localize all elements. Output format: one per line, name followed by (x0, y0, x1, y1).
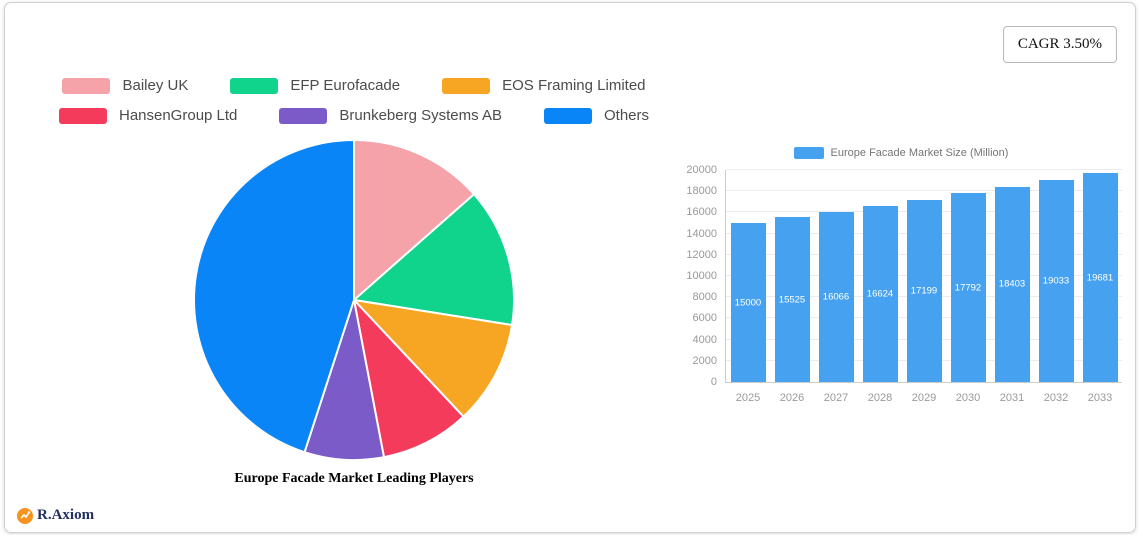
legend-swatch (279, 107, 328, 124)
x-tick-label: 2025 (735, 392, 761, 404)
legend-label: Others (603, 107, 649, 124)
legend-swatch (230, 77, 279, 94)
legend-swatch (58, 107, 107, 124)
bar-slot: 17199 2029 (902, 170, 946, 404)
report-card: CAGR 3.50% Bailey UK EFP Eurofacade EOS … (4, 2, 1136, 533)
y-tick-label: 4000 (692, 333, 717, 346)
legend-item-brunkeberg-systems-ab[interactable]: Brunkeberg Systems AB (279, 107, 502, 124)
bar-slot: 17792 2030 (946, 170, 990, 404)
legend-label: Bailey UK (122, 77, 189, 94)
bar-slot: 15000 2025 (726, 170, 770, 404)
legend-item-hansengroup-ltd[interactable]: HansenGroup Ltd (58, 107, 238, 124)
bar-value-label: 15525 (778, 294, 806, 306)
x-tick-label: 2032 (1043, 392, 1069, 404)
bar-2028[interactable]: 16624 (862, 205, 898, 382)
bar-value-label: 18403 (998, 278, 1026, 290)
legend-label: EFP Eurofacade (290, 77, 401, 94)
bar-value-label: 17792 (954, 282, 982, 294)
bar-legend-label: Europe Facade Market Size (Million) (830, 147, 1009, 159)
x-tick-label: 2026 (779, 392, 805, 404)
bar-value-label: 19681 (1086, 272, 1114, 284)
bar-2025[interactable]: 15000 (730, 223, 766, 382)
legend-label: Brunkeberg Systems AB (339, 107, 502, 124)
pie-slice-0[interactable] (353, 138, 476, 303)
legend-swatch (543, 107, 592, 124)
bar-slot: 18403 2031 (990, 170, 1034, 404)
pie-legend-row-1: Bailey UK EFP Eurofacade EOS Framing Lim… (39, 77, 669, 94)
gridline (726, 190, 1122, 192)
pie-slice-1[interactable] (351, 192, 515, 327)
pie-slice-2[interactable] (351, 298, 514, 419)
legend-item-eos-framing-limited[interactable]: EOS Framing Limited (442, 77, 646, 94)
x-tick-label: 2031 (999, 392, 1025, 404)
y-tick-label: 18000 (686, 185, 717, 198)
bar-slot: 19681 2033 (1078, 170, 1122, 404)
x-tick-label: 2033 (1087, 392, 1113, 404)
bar-value-label: 16624 (866, 288, 894, 300)
pie-slice-5[interactable] (193, 138, 355, 454)
bar-2030[interactable]: 17792 (950, 193, 986, 382)
bar-2026[interactable]: 15525 (774, 217, 810, 382)
brand-logo: R.Axiom (17, 507, 94, 524)
bar-2031[interactable]: 18403 (994, 186, 1030, 382)
bar-slot: 15525 2026 (770, 170, 814, 404)
y-tick-label: 14000 (686, 227, 717, 240)
cagr-badge: CAGR 3.50% (1002, 26, 1117, 63)
legend-item-efp-eurofacade[interactable]: EFP Eurofacade (230, 77, 400, 94)
pie-chart (189, 135, 519, 465)
logo-icon (17, 507, 33, 524)
bar-chart-legend[interactable]: Europe Facade Market Size (Million) (667, 146, 1135, 160)
y-tick-label: 12000 (686, 248, 717, 261)
bar-value-label: 15000 (734, 297, 762, 308)
gridline (726, 169, 1122, 170)
bar-chart: Europe Facade Market Size (Million) 0 200… (667, 146, 1135, 404)
trend-line-glyph (20, 510, 31, 519)
y-tick-label: 8000 (692, 291, 717, 304)
y-tick-label: 20000 (686, 164, 717, 176)
bar-2032[interactable]: 19033 (1038, 180, 1074, 382)
y-tick-label: 2000 (692, 354, 717, 367)
bar-value-label: 19033 (1042, 275, 1070, 287)
legend-item-bailey-uk[interactable]: Bailey UK (62, 77, 188, 94)
legend-label: EOS Framing Limited (502, 77, 646, 94)
y-tick-label: 10000 (686, 270, 717, 282)
legend-swatch (62, 77, 111, 94)
legend-item-others[interactable]: Others (543, 107, 649, 124)
x-tick-label: 2028 (867, 392, 893, 404)
cagr-label: CAGR 3.50% (1017, 36, 1102, 52)
y-tick-label: 16000 (686, 206, 717, 219)
bar-slot: 19033 2032 (1034, 170, 1078, 404)
x-tick-label: 2030 (955, 392, 981, 404)
y-tick-label: 6000 (692, 312, 717, 325)
y-axis: 0 2000 4000 6000 8000 10000 12000 14000 16000 180… (667, 164, 725, 388)
x-tick-label: 2027 (823, 392, 849, 404)
legend-swatch (442, 77, 491, 94)
bar-2033[interactable]: 19681 (1082, 173, 1118, 382)
pie-legend: Bailey UK EFP Eurofacade EOS Framing Lim… (39, 77, 669, 137)
pie-svg (193, 138, 515, 462)
bar-slot: 16066 2027 (814, 170, 858, 404)
bar-legend-swatch (793, 147, 824, 159)
bar-slot: 16624 2028 (858, 170, 902, 404)
pie-chart-title: Europe Facade Market Leading Players (234, 471, 474, 486)
bar-value-label: 17199 (910, 285, 938, 297)
bar-value-label: 16066 (822, 291, 850, 303)
x-tick-label: 2029 (911, 392, 937, 404)
plot-area: 15000 2025 15525 2026 16066 2027 16624 2028 1719… (725, 169, 1122, 404)
logo-text: R.Axiom (37, 507, 95, 523)
bar-2029[interactable]: 17199 (906, 199, 942, 382)
y-tick-label: 0 (710, 376, 717, 388)
bar-2027[interactable]: 16066 (818, 211, 854, 382)
bar-chart-plot-row: 0 2000 4000 6000 8000 10000 12000 14000 16000 180… (667, 164, 1135, 404)
pie-legend-row-2: HansenGroup Ltd Brunkeberg Systems AB Ot… (39, 107, 669, 124)
legend-label: HansenGroup Ltd (118, 107, 238, 124)
pie-slice-3[interactable] (352, 296, 465, 459)
